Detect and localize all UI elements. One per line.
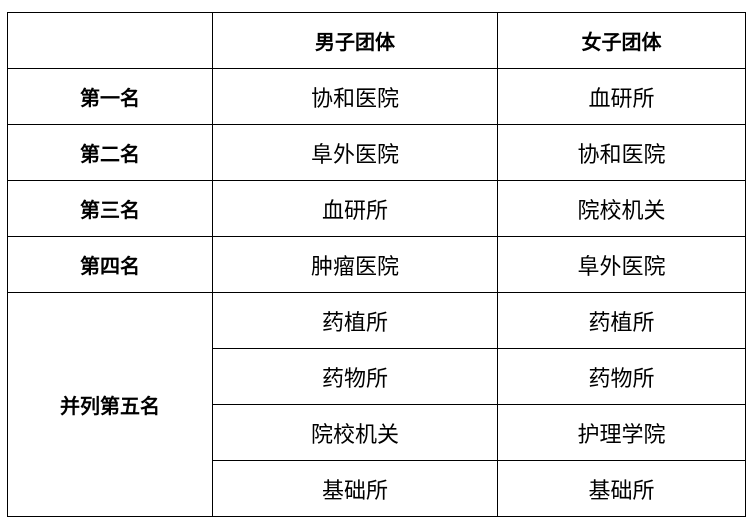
rank-label: 第四名: [7, 236, 213, 293]
women-cell: 护理学院: [497, 404, 746, 461]
women-cell: 基础所: [497, 460, 746, 517]
table-row: 基础所 基础所: [8, 460, 746, 517]
men-cell: 血研所: [212, 180, 498, 237]
table-row: 第四名 肿瘤医院 阜外医院: [7, 236, 746, 293]
rank-label: 第一名: [7, 68, 213, 125]
rank-label: 第二名: [7, 124, 213, 181]
table-row: 并列第五名 药植所 药植所: [7, 292, 746, 517]
women-cell: 协和医院: [497, 124, 746, 181]
men-cell: 协和医院: [212, 68, 498, 125]
men-cell: 院校机关: [212, 404, 498, 461]
women-cell: 血研所: [497, 68, 746, 125]
rank-label-tied-fifth: 并列第五名: [7, 292, 213, 517]
men-cell: 肿瘤医院: [212, 236, 498, 293]
header-men-team: 男子团体: [212, 12, 498, 69]
header-women-team: 女子团体: [497, 12, 746, 69]
women-cell: 药物所: [497, 348, 746, 405]
header-row: 男子团体 女子团体: [7, 12, 746, 69]
rank-label: 第三名: [7, 180, 213, 237]
women-cell: 院校机关: [497, 180, 746, 237]
table-row: 第二名 阜外医院 协和医院: [7, 124, 746, 181]
table-row: 第一名 协和医院 血研所: [7, 68, 746, 125]
header-empty: [7, 12, 213, 69]
women-cell: 药植所: [497, 292, 746, 349]
men-cell: 阜外医院: [212, 124, 498, 181]
men-cell: 药物所: [212, 348, 498, 405]
table-row: 第三名 血研所 院校机关: [7, 180, 746, 237]
ranking-table: 男子团体 女子团体 第一名 协和医院 血研所 第二名 阜外医院 协和医院 第三名…: [7, 12, 746, 517]
men-cell: 药植所: [212, 292, 498, 349]
men-cell: 基础所: [212, 460, 498, 517]
women-cell: 阜外医院: [497, 236, 746, 293]
table-row: 药物所 药物所: [8, 348, 746, 405]
